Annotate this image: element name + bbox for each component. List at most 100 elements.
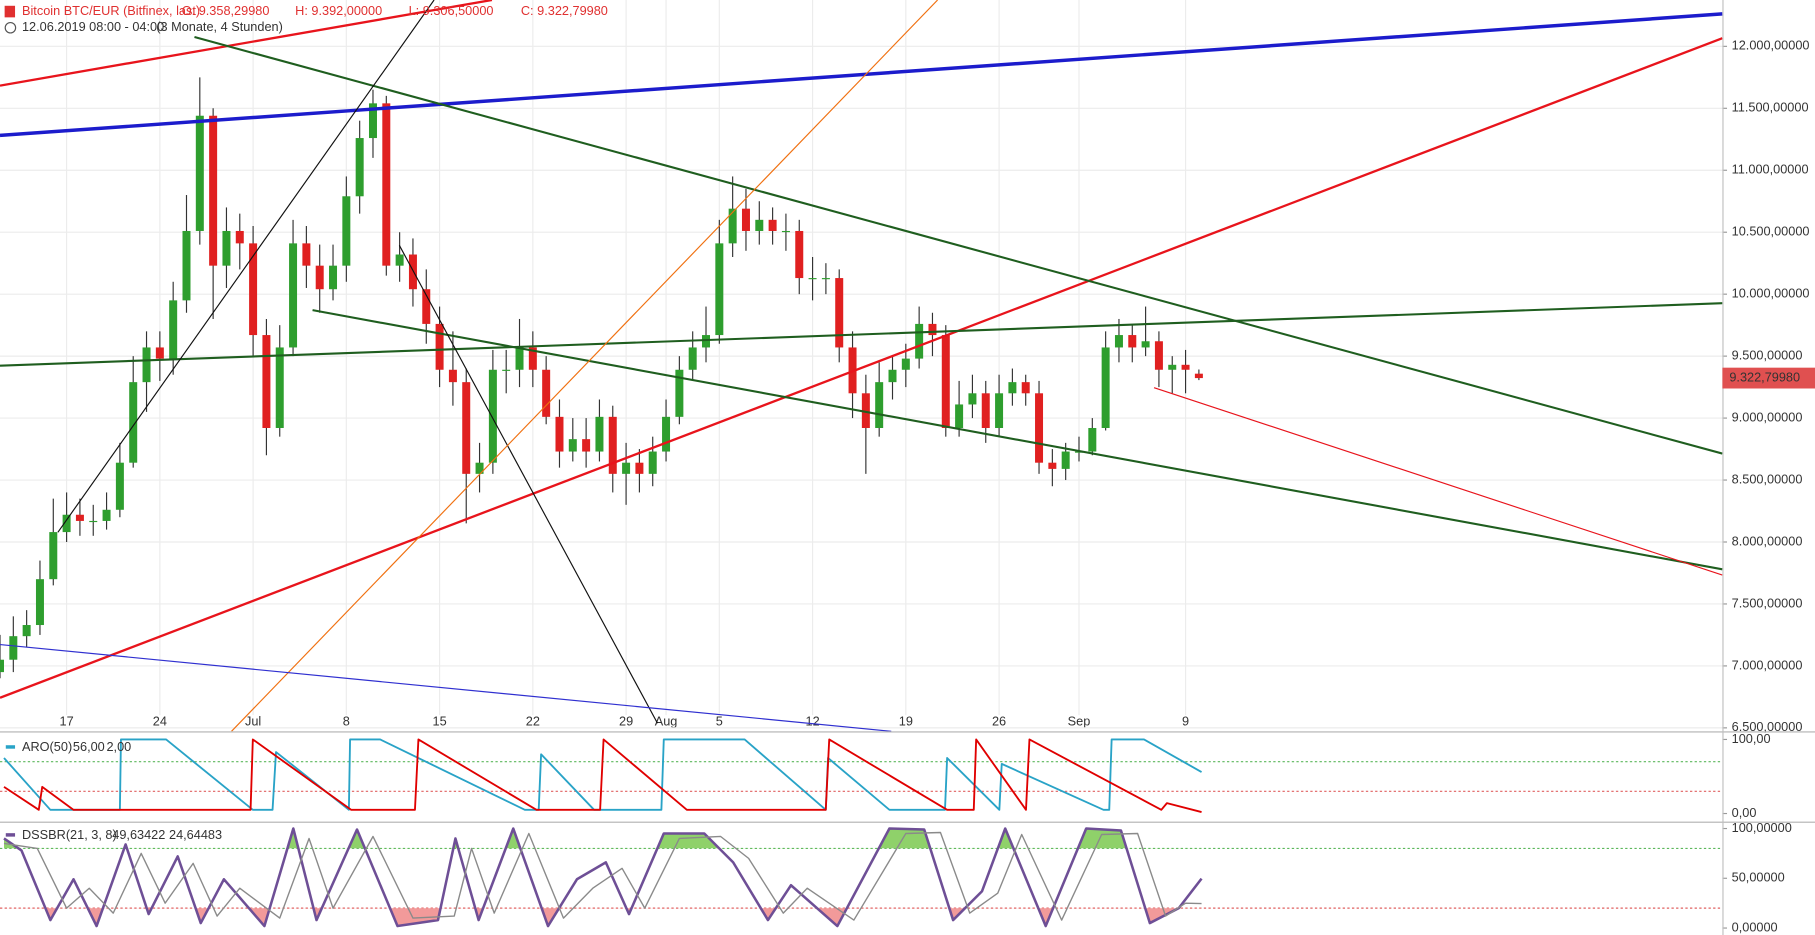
aroon-legend[interactable]: ARO(50) 56,00 2,00 <box>5 739 131 754</box>
candle-body <box>821 278 830 280</box>
candle-body <box>1168 364 1177 370</box>
candle-body <box>648 451 657 474</box>
candle-body <box>502 369 511 371</box>
low-value: L: 9.306,50000 <box>409 3 494 18</box>
legend-value: 56,00 <box>73 739 105 754</box>
candle-body <box>635 462 644 474</box>
candle-body <box>955 404 964 428</box>
x-tick-label: 24 <box>153 713 167 728</box>
candle-body <box>1061 451 1070 469</box>
candle-body <box>728 208 737 244</box>
trend-line <box>0 302 1723 367</box>
candle-body <box>435 323 444 370</box>
candle-body <box>422 289 431 324</box>
candle-body <box>995 393 1004 428</box>
trend-line <box>0 37 1723 699</box>
candle-body <box>0 659 4 673</box>
candle-body <box>768 219 777 231</box>
y-tick-label: 12.000,00000 <box>1732 38 1810 53</box>
legend-value: 24,64483 <box>169 827 222 842</box>
candle-body <box>595 416 604 452</box>
candle-body <box>155 347 164 359</box>
level-fill <box>3 828 1202 849</box>
candle-body <box>702 335 711 348</box>
y-tick-label: 11.000,00000 <box>1732 162 1809 177</box>
candle-body <box>515 347 524 370</box>
candle-body <box>608 416 617 474</box>
y-tick-label: 7.500,00000 <box>1732 595 1803 610</box>
candle-body <box>528 347 537 370</box>
candle-body <box>582 439 591 452</box>
indicator-line <box>3 738 1202 813</box>
candle-body <box>262 335 271 428</box>
indicator-title[interactable]: DSSBR(21, 3, 8) <box>22 827 117 842</box>
trend-line <box>0 643 892 732</box>
x-tick-label: Aug <box>655 713 678 728</box>
candle-body <box>1035 393 1044 463</box>
candle-body <box>1075 451 1083 453</box>
x-tick-label: 5 <box>716 713 723 728</box>
x-tick-label: 26 <box>992 713 1006 728</box>
x-tick-label: 29 <box>619 713 633 728</box>
candle-body <box>928 323 937 336</box>
candle-body <box>1194 373 1203 379</box>
y-tick-label: 9.000,00000 <box>1732 409 1803 424</box>
y-tick-label: 100,00 <box>1732 731 1771 746</box>
candle-body <box>302 243 311 266</box>
candle-body <box>142 347 151 383</box>
candle-body <box>195 115 204 231</box>
y-tick-label: 8.500,00000 <box>1732 471 1803 486</box>
last-price-tag <box>1722 367 1815 389</box>
trend-line <box>312 309 1723 571</box>
candle-body <box>382 103 391 266</box>
indicator-line <box>3 831 1202 921</box>
legend-value: 2,00 <box>106 739 131 754</box>
indicator-title[interactable]: ARO(50) <box>22 739 72 754</box>
trend-line <box>231 0 939 732</box>
candle-body <box>795 230 804 279</box>
candle-body <box>315 265 324 290</box>
y-tick-label: 10.000,00000 <box>1732 286 1810 301</box>
candle-body <box>968 393 977 405</box>
x-tick-label: Sep <box>1068 713 1091 728</box>
last-price-label: 9.322,79980 <box>1729 369 1800 384</box>
candle-body <box>835 278 844 348</box>
legend-icon <box>5 745 16 749</box>
y-tick-label: 6.500,00000 <box>1732 719 1803 734</box>
x-tick-label: 15 <box>433 713 447 728</box>
y-tick-label: 11.500,00000 <box>1732 100 1809 115</box>
candle-body <box>368 103 377 139</box>
candle-body <box>675 369 684 417</box>
candle-body <box>22 625 31 637</box>
candle-body <box>329 265 338 290</box>
candle-body <box>715 243 724 336</box>
candle-body <box>888 369 897 383</box>
candle-body <box>49 532 58 580</box>
clock-icon <box>4 21 17 34</box>
candle-body <box>755 219 764 231</box>
candle-body <box>741 208 750 231</box>
x-tick-label: 17 <box>60 713 74 728</box>
trend-line <box>0 0 493 87</box>
candle-body <box>662 416 671 452</box>
trend-line <box>1153 387 1723 576</box>
candle-body <box>249 243 258 336</box>
close-value: C: 9.322,79980 <box>521 3 608 18</box>
candle-body <box>448 369 457 383</box>
y-tick-label: 8.000,00000 <box>1732 533 1803 548</box>
candle-body <box>1008 382 1017 394</box>
legend-icon <box>5 833 16 837</box>
candle-body <box>1154 341 1163 370</box>
candle-body <box>222 230 231 266</box>
candle-body <box>981 393 990 428</box>
candle-body <box>568 439 577 452</box>
y-tick-label: 7.000,00000 <box>1732 657 1803 672</box>
trend-line <box>0 12 1723 138</box>
candle-body <box>488 369 497 463</box>
dss-legend[interactable]: DSSBR(21, 3, 8) 49,63422 24,64483 <box>5 827 222 842</box>
y-tick-label: 0,00000 <box>1732 919 1778 934</box>
symbol-icon <box>4 5 16 18</box>
candle-body <box>115 462 124 510</box>
